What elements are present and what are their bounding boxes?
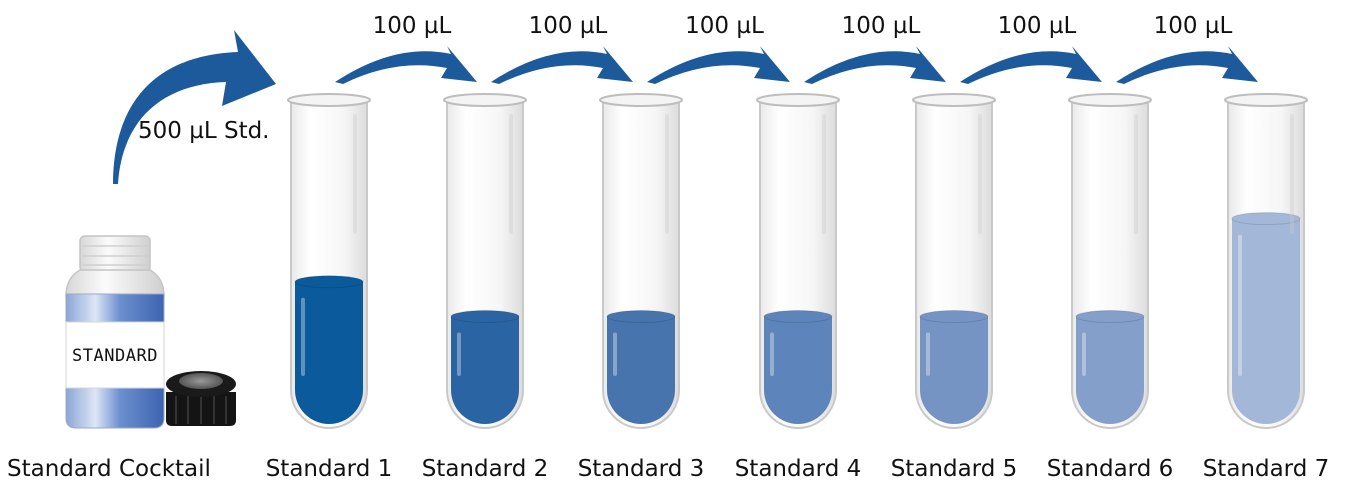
tube-label: Standard 1 (266, 456, 393, 482)
glass-shine (1290, 114, 1294, 234)
tube-liquid (764, 316, 832, 424)
glass-shine (822, 114, 826, 234)
tube-rim (287, 93, 371, 107)
transfer-arrows: 100 µL 100 µL 100 µL 100 µL 100 µL 100 µL (335, 13, 1258, 84)
liquid-meniscus (294, 275, 364, 289)
liquid-meniscus (1075, 310, 1145, 324)
tube-labels: Standard 1 Standard 2 Standard 3 Standard 4… (266, 456, 1330, 482)
tube-label: Standard 3 (578, 456, 705, 482)
glass-shine (509, 114, 513, 234)
tube-liquid (920, 316, 988, 424)
stock-transfer-arrow (113, 30, 276, 184)
transfer-volume-label: 100 µL (529, 13, 608, 39)
jar-label-text: STANDARD (72, 346, 158, 366)
jar-shoulder (65, 269, 165, 297)
glass-shine (1134, 114, 1138, 234)
test-tube-2 (443, 93, 527, 429)
tube-rim (599, 93, 683, 107)
test-tube-5 (912, 93, 996, 429)
glass-highlight (926, 332, 930, 376)
glass-highlight (613, 332, 617, 376)
jar-cap (166, 371, 236, 426)
stock-transfer-volume: 500 µL Std. (138, 118, 270, 144)
liquid-meniscus (919, 310, 989, 324)
transfer-arrow-2 (491, 46, 633, 84)
liquid-meniscus (606, 310, 676, 324)
test-tube-1 (287, 93, 371, 429)
transfer-arrow-4 (804, 46, 946, 84)
glass-highlight (1238, 234, 1242, 376)
stock-name-label: Standard Cocktail (7, 456, 211, 482)
transfer-arrow-6 (1116, 46, 1258, 84)
transfer-volume-label: 100 µL (1154, 13, 1233, 39)
jar-neck (79, 235, 151, 273)
tube-rim (1224, 93, 1308, 107)
tube-liquid (1076, 316, 1144, 424)
tube-liquid (607, 316, 675, 424)
tube-rim (912, 93, 996, 107)
transfer-volume-label: 100 µL (842, 13, 921, 39)
glass-highlight (1082, 332, 1086, 376)
glass-shine (665, 114, 669, 234)
glass-highlight (457, 332, 461, 376)
glass-highlight (301, 297, 305, 376)
jar-label (65, 321, 165, 389)
glass-shine (353, 114, 357, 234)
tube-liquid (451, 316, 519, 424)
tube-rack (287, 93, 1308, 429)
liquid-meniscus (763, 310, 833, 324)
tube-rim (1068, 93, 1152, 107)
transfer-arrow-3 (647, 46, 790, 84)
tube-label: Standard 6 (1047, 456, 1174, 482)
test-tube-4 (756, 93, 840, 429)
glass-highlight (770, 332, 774, 376)
standard-stock-jar: STANDARD (65, 235, 165, 429)
test-tube-3 (599, 93, 683, 429)
liquid-meniscus (450, 310, 520, 324)
liquid-meniscus (1231, 212, 1301, 226)
test-tube-6 (1068, 93, 1152, 429)
transfer-volume-label: 100 µL (373, 13, 452, 39)
transfer-volume-label: 100 µL (998, 13, 1077, 39)
tube-rim (443, 93, 527, 107)
tube-liquid (1232, 218, 1300, 424)
tube-rim (756, 93, 840, 107)
tube-label: Standard 2 (422, 456, 549, 482)
glass-shine (978, 114, 982, 234)
tube-label: Standard 5 (891, 456, 1018, 482)
transfer-volume-label: 100 µL (685, 13, 764, 39)
transfer-arrow-1 (335, 46, 477, 84)
transfer-arrow-5 (960, 46, 1102, 84)
tube-liquid (295, 281, 363, 424)
tube-label: Standard 4 (735, 456, 862, 482)
test-tube-7 (1224, 93, 1308, 429)
tube-label: Standard 7 (1203, 456, 1330, 482)
